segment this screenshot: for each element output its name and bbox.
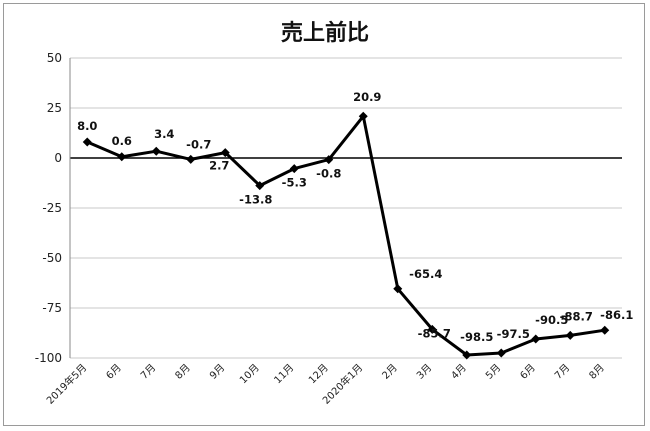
- data-labels: 8.0 0.6 3.4 -0.7 2.7 -13.8 -5.3 -0.8 20.9 -65.4 -8…: [77, 90, 633, 344]
- data-label: -97.5: [497, 327, 530, 341]
- data-point-marker: [289, 164, 299, 174]
- data-label: -13.8: [239, 193, 272, 207]
- series-polyline: [86, 114, 606, 357]
- data-point-marker: [565, 330, 575, 340]
- y-tick-label: 50: [47, 51, 62, 65]
- data-label: -0.8: [316, 167, 341, 181]
- data-point-marker: [186, 154, 196, 164]
- x-tick-label: 7月: [138, 362, 158, 382]
- data-point-marker: [151, 146, 161, 156]
- data-point-marker: [427, 324, 437, 334]
- x-tick-label: 12月: [306, 362, 331, 387]
- x-tick-label: 10月: [237, 362, 262, 387]
- x-tick-label: 3月: [414, 362, 434, 382]
- data-label: 0.6: [112, 134, 132, 148]
- chart-title: 売上前比: [281, 20, 369, 46]
- x-tick-label: 8月: [173, 362, 193, 382]
- y-tick-label: -75: [42, 301, 62, 315]
- data-point-marker: [220, 148, 230, 158]
- x-tick-label: 11月: [272, 362, 297, 387]
- data-point-marker: [393, 284, 403, 294]
- data-point-marker: [462, 350, 472, 360]
- data-label: -88.7: [560, 309, 593, 323]
- x-tick-label: 4月: [449, 362, 469, 382]
- data-point-marker: [117, 152, 127, 162]
- x-tick-label: 6月: [104, 362, 124, 382]
- data-label: -65.4: [409, 267, 442, 281]
- data-label: -5.3: [282, 176, 307, 190]
- data-label: -86.1: [600, 308, 633, 322]
- y-tick-label: -100: [35, 351, 62, 365]
- x-tick-label: 9月: [207, 362, 227, 382]
- x-tick-label: 8月: [587, 362, 607, 382]
- data-point-marker: [496, 348, 506, 358]
- x-tick-label: 2月: [380, 362, 400, 382]
- data-label: -90.5: [535, 313, 568, 327]
- x-tick-label: 2019年5月: [44, 361, 90, 407]
- data-point-marker: [255, 181, 265, 191]
- data-point-marker: [82, 137, 92, 147]
- data-label: -98.5: [460, 330, 493, 344]
- data-label: -85.7: [418, 326, 451, 340]
- x-tick-label: 5月: [483, 362, 503, 382]
- data-point-marker: [324, 155, 334, 165]
- y-tick-label: -50: [42, 251, 62, 265]
- series-line: [82, 111, 610, 360]
- data-point-marker: [531, 334, 541, 344]
- data-label: 3.4: [154, 127, 174, 141]
- chart-frame: [3, 3, 645, 426]
- y-tick-label: -25: [42, 201, 62, 215]
- y-axis-ticks: 50 25 0 -25 -50 -75 -100: [35, 51, 62, 365]
- data-label: 2.7: [209, 159, 229, 173]
- y-tick-label: 25: [47, 101, 62, 115]
- y-tick-label: 0: [54, 151, 62, 165]
- data-point-marker: [358, 111, 368, 121]
- x-tick-label: 7月: [552, 362, 572, 382]
- data-label: 20.9: [353, 90, 381, 104]
- data-point-marker: [600, 325, 610, 335]
- x-tick-label: 6月: [518, 362, 538, 382]
- data-label: -0.7: [186, 137, 211, 151]
- gridlines: [69, 57, 622, 359]
- data-label: 8.0: [77, 119, 97, 133]
